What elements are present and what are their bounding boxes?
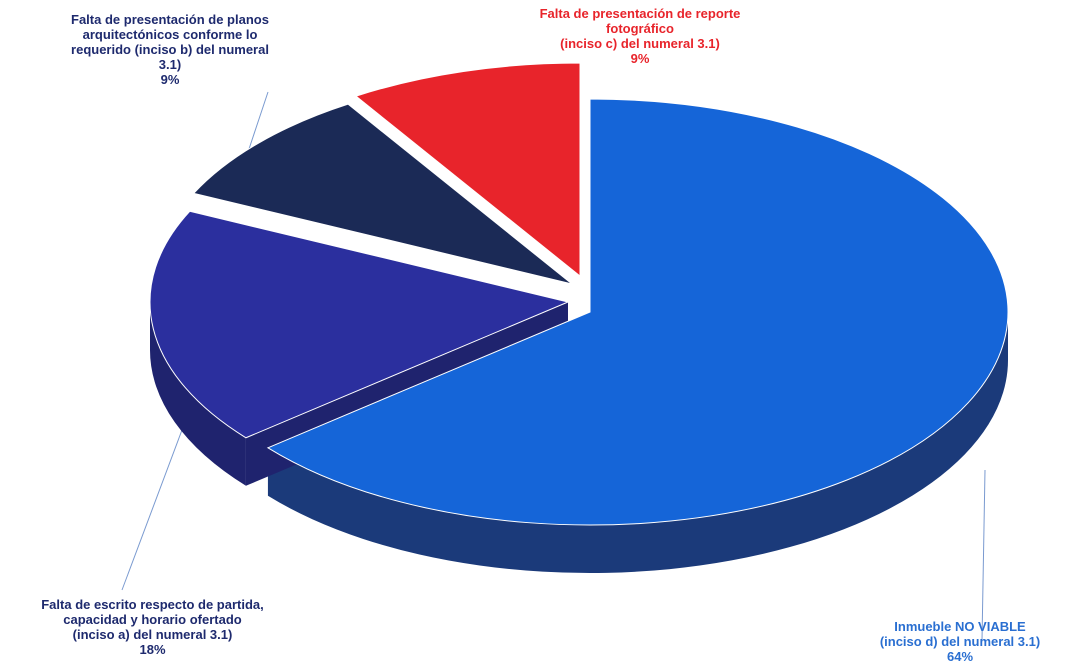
label-planos-line-4: 3.1) — [158, 57, 182, 72]
label-escrito-line-1: Falta de escrito respecto de partida, — [41, 597, 264, 612]
label-escrito-line-3: (inciso a) del numeral 3.1) — [72, 627, 233, 642]
label-fotografico-line-1: Falta de presentación de reporte — [539, 6, 741, 21]
leader-line-planos — [247, 91, 269, 153]
slice-inmueble — [266, 98, 1009, 526]
leader-line-inmueble — [981, 469, 986, 641]
label-fotografico-line-2: fotográfico — [606, 21, 674, 36]
slice-side-escrito — [150, 302, 246, 486]
label-inmueble-line-1: Inmueble NO VIABLE — [894, 619, 1026, 634]
label-inmueble-pct: 64% — [946, 649, 974, 664]
leader-line-escrito — [121, 429, 183, 591]
slice-side-inmueble — [267, 312, 1008, 573]
label-planos-line-2: arquitectónicos conforme lo — [82, 27, 258, 42]
label-planos: Falta de presentación de planos arquitec… — [35, 12, 305, 87]
slice-planos — [192, 103, 573, 285]
label-escrito-line-2: capacidad y horario ofertado — [63, 612, 242, 627]
label-escrito-pct: 18% — [139, 642, 166, 657]
label-planos-pct: 9% — [160, 72, 180, 87]
label-fotografico-line-3: (inciso c) del numeral 3.1) — [560, 36, 720, 51]
slice-fotografico — [354, 62, 581, 278]
label-inmueble-line-2: (inciso d) del numeral 3.1) — [879, 634, 1041, 649]
label-planos-line-3: requerido (inciso b) del numeral — [71, 42, 269, 57]
label-inmueble: Inmueble NO VIABLE (inciso d) del numera… — [855, 619, 1065, 664]
label-escrito: Falta de escrito respecto de partida, ca… — [0, 597, 305, 657]
slice-escrito — [149, 210, 570, 439]
label-planos-line-1: Falta de presentación de planos — [71, 12, 269, 27]
label-fotografico: Falta de presentación de reporte fotográ… — [490, 6, 790, 66]
label-fotografico-pct: 9% — [630, 51, 650, 66]
